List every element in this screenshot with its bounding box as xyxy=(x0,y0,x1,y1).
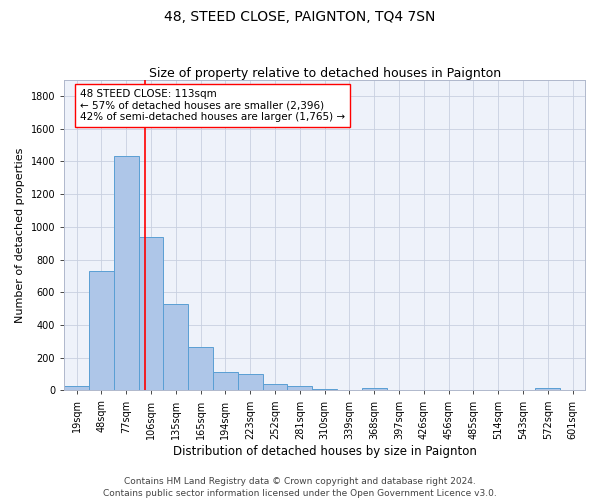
Bar xyxy=(263,384,287,390)
Bar xyxy=(238,374,263,390)
Bar xyxy=(312,389,337,390)
Bar xyxy=(163,304,188,390)
Y-axis label: Number of detached properties: Number of detached properties xyxy=(15,148,25,322)
Bar xyxy=(535,388,560,390)
Text: 48 STEED CLOSE: 113sqm
← 57% of detached houses are smaller (2,396)
42% of semi-: 48 STEED CLOSE: 113sqm ← 57% of detached… xyxy=(80,89,345,122)
Bar xyxy=(188,347,213,391)
Bar xyxy=(362,388,386,390)
X-axis label: Distribution of detached houses by size in Paignton: Distribution of detached houses by size … xyxy=(173,444,476,458)
Title: Size of property relative to detached houses in Paignton: Size of property relative to detached ho… xyxy=(149,66,500,80)
Bar xyxy=(89,271,114,390)
Bar xyxy=(213,372,238,390)
Bar xyxy=(139,236,163,390)
Bar xyxy=(114,156,139,390)
Bar xyxy=(64,386,89,390)
Text: 48, STEED CLOSE, PAIGNTON, TQ4 7SN: 48, STEED CLOSE, PAIGNTON, TQ4 7SN xyxy=(164,10,436,24)
Bar xyxy=(287,386,312,390)
Text: Contains HM Land Registry data © Crown copyright and database right 2024.
Contai: Contains HM Land Registry data © Crown c… xyxy=(103,476,497,498)
